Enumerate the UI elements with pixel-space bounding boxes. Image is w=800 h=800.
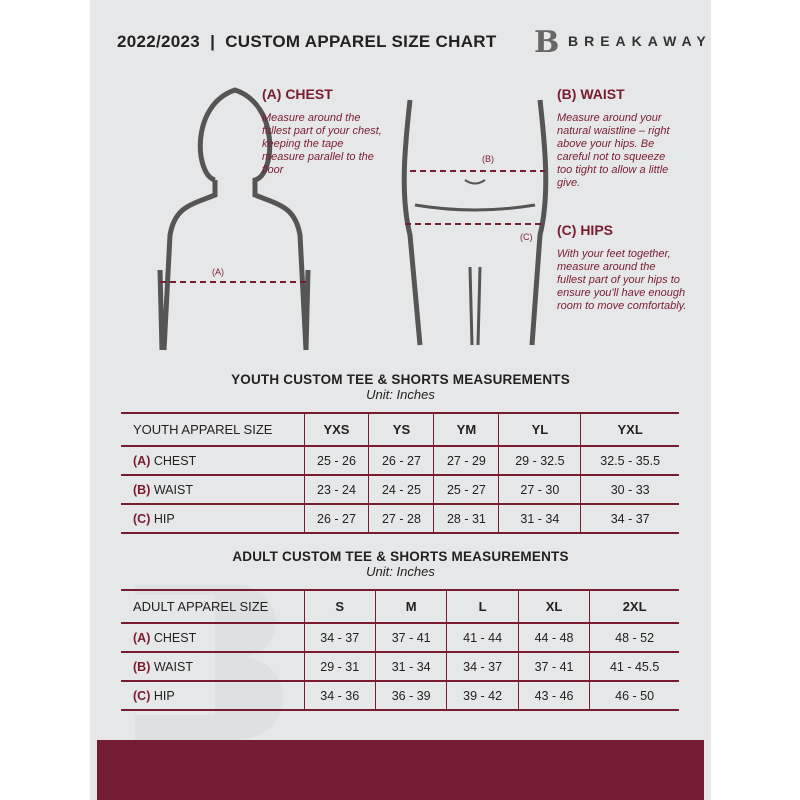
table-row: (A) CHEST 34 - 37 37 - 41 41 - 44 44 - 48 48 … bbox=[121, 622, 679, 653]
breakaway-logo-icon: B bbox=[534, 26, 559, 56]
table-cell: 24 - 25 bbox=[368, 474, 434, 505]
table-cell: 36 - 39 bbox=[374, 680, 447, 711]
measurement-name: CHEST bbox=[153, 630, 197, 645]
table-cell: 46 - 50 bbox=[589, 680, 679, 711]
table-cell: 26 - 27 bbox=[303, 503, 369, 534]
table-cell: 25 - 27 bbox=[433, 474, 499, 505]
size-header: YXS bbox=[303, 412, 369, 447]
youth-unit: Unit: Inches bbox=[366, 387, 435, 402]
measurement-name: HIP bbox=[153, 688, 175, 703]
brand-logo: B BREAKAWAY bbox=[530, 26, 711, 56]
measurement-letter: (C) bbox=[133, 511, 151, 526]
measurement-letter: (A) bbox=[133, 630, 151, 645]
table-cell: 29 - 31 bbox=[303, 651, 376, 682]
table-cell: 48 - 52 bbox=[589, 622, 679, 653]
table-cell: 25 - 26 bbox=[303, 445, 369, 476]
chest-marker: (A) bbox=[212, 267, 224, 277]
table-cell: 34 - 37 bbox=[303, 622, 376, 653]
chest-description: Measure around the fullest part of your … bbox=[262, 112, 382, 176]
size-label: ADULT APPAREL SIZE bbox=[121, 589, 304, 624]
hip-marker: (C) bbox=[520, 232, 533, 242]
table-cell: 28 - 31 bbox=[433, 503, 499, 534]
table-cell: 37 - 41 bbox=[517, 651, 590, 682]
measurement-label: (C) HIP bbox=[121, 680, 304, 711]
size-header: YS bbox=[368, 412, 434, 447]
table-cell: 26 - 27 bbox=[368, 445, 434, 476]
waist-heading: (B) WAIST bbox=[557, 86, 625, 102]
footer-bar bbox=[97, 740, 704, 800]
size-header: S bbox=[303, 589, 376, 624]
upper-body-outline-icon bbox=[157, 87, 311, 351]
table-cell: 31 - 34 bbox=[498, 503, 581, 534]
table-cell: 34 - 36 bbox=[303, 680, 376, 711]
size-header: YXL bbox=[580, 412, 679, 447]
measurement-letter: (B) bbox=[133, 482, 151, 497]
table-cell: 27 - 29 bbox=[433, 445, 499, 476]
size-label: YOUTH APPAREL SIZE bbox=[121, 412, 304, 447]
table-cell: 44 - 48 bbox=[517, 622, 590, 653]
youth-size-table: YOUTH APPAREL SIZE YXS YS YM YL YXL (A) CHEST 2… bbox=[121, 412, 679, 534]
table-row: (C) HIP 26 - 27 27 - 28 28 - 31 31 - 34 34 - … bbox=[121, 503, 679, 534]
size-header: YM bbox=[433, 412, 499, 447]
size-header: XL bbox=[517, 589, 590, 624]
size-header: L bbox=[446, 589, 519, 624]
measurement-letter: (C) bbox=[133, 688, 151, 703]
table-cell: 29 - 32.5 bbox=[498, 445, 581, 476]
adult-size-table: ADULT APPAREL SIZE S M L XL 2XL (A) CHEST 34 - … bbox=[121, 589, 679, 711]
table-cell: 27 - 28 bbox=[368, 503, 434, 534]
table-cell: 34 - 37 bbox=[580, 503, 679, 534]
table-cell: 41 - 45.5 bbox=[589, 651, 679, 682]
brand-name: BREAKAWAY bbox=[568, 33, 711, 49]
measurement-label: (C) HIP bbox=[121, 503, 304, 534]
measurement-letter: (A) bbox=[133, 453, 151, 468]
logo-letter: B bbox=[534, 26, 559, 56]
table-cell: 41 - 44 bbox=[446, 622, 519, 653]
waist-marker: (B) bbox=[482, 154, 494, 164]
measurement-name: HIP bbox=[153, 511, 175, 526]
table-row: (A) CHEST 25 - 26 26 - 27 27 - 29 29 - 32.5 3… bbox=[121, 445, 679, 476]
table-header-row: ADULT APPAREL SIZE S M L XL 2XL bbox=[121, 589, 679, 624]
body-illustrations: (A) (B) (C) bbox=[157, 87, 549, 351]
table-cell: 31 - 34 bbox=[374, 651, 447, 682]
youth-title: YOUTH CUSTOM TEE & SHORTS MEASUREMENTS bbox=[231, 372, 570, 387]
table-row: (B) WAIST 23 - 24 24 - 25 25 - 27 27 - 30 30 … bbox=[121, 474, 679, 505]
table-cell: 37 - 41 bbox=[374, 622, 447, 653]
adult-unit: Unit: Inches bbox=[366, 564, 435, 579]
lower-body-outline-icon bbox=[401, 99, 549, 346]
measurement-letter: (B) bbox=[133, 659, 151, 674]
measurement-label: (A) CHEST bbox=[121, 622, 304, 653]
measurement-name: WAIST bbox=[153, 659, 193, 674]
waist-description: Measure around your natural waistline – … bbox=[557, 112, 670, 189]
table-cell: 27 - 30 bbox=[498, 474, 581, 505]
table-cell: 32.5 - 35.5 bbox=[580, 445, 679, 476]
youth-section-header: YOUTH CUSTOM TEE & SHORTS MEASUREMENTS U… bbox=[90, 372, 711, 402]
size-header: M bbox=[374, 589, 447, 624]
table-cell: 43 - 46 bbox=[517, 680, 590, 711]
table-row: (C) HIP 34 - 36 36 - 39 39 - 42 43 - 46 46 - … bbox=[121, 680, 679, 711]
size-chart-sheet: 2022/2023 | CUSTOM APPAREL SIZE CHART B … bbox=[90, 0, 711, 800]
hips-description: With your feet together, measure around … bbox=[557, 248, 687, 312]
measurement-name: WAIST bbox=[153, 482, 193, 497]
table-cell: 34 - 37 bbox=[446, 651, 519, 682]
hips-heading: (C) HIPS bbox=[557, 222, 613, 238]
page-title: 2022/2023 | CUSTOM APPAREL SIZE CHART bbox=[117, 32, 497, 51]
table-cell: 39 - 42 bbox=[446, 680, 519, 711]
adult-section-header: ADULT CUSTOM TEE & SHORTS MEASUREMENTS U… bbox=[90, 549, 711, 579]
measurement-label: (B) WAIST bbox=[121, 474, 304, 505]
table-row: (B) WAIST 29 - 31 31 - 34 34 - 37 37 - 41 41 … bbox=[121, 651, 679, 682]
table-cell: 30 - 33 bbox=[580, 474, 679, 505]
table-header-row: YOUTH APPAREL SIZE YXS YS YM YL YXL bbox=[121, 412, 679, 447]
measurement-name: CHEST bbox=[153, 453, 197, 468]
measurement-label: (B) WAIST bbox=[121, 651, 304, 682]
measurement-label: (A) CHEST bbox=[121, 445, 304, 476]
size-header: YL bbox=[498, 412, 581, 447]
table-cell: 23 - 24 bbox=[303, 474, 369, 505]
adult-title: ADULT CUSTOM TEE & SHORTS MEASUREMENTS bbox=[232, 549, 569, 564]
chest-heading: (A) CHEST bbox=[262, 86, 333, 102]
size-header: 2XL bbox=[589, 589, 679, 624]
